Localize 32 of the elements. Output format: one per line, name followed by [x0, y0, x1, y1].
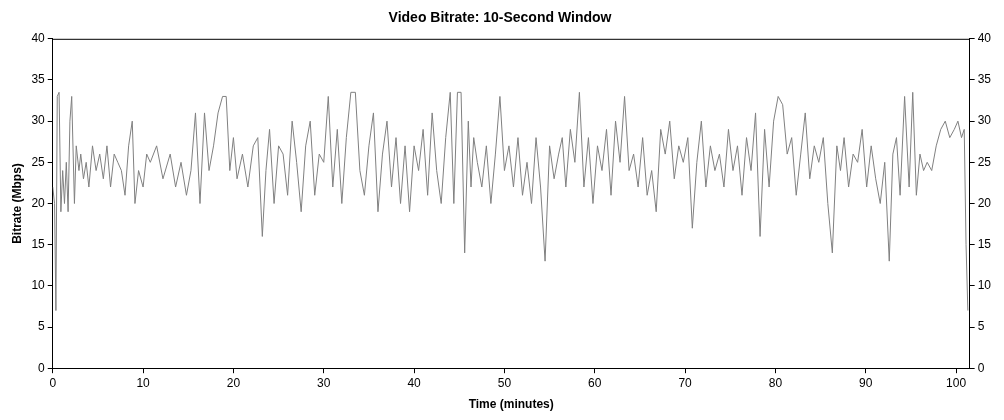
x-tick-label: 80 — [768, 375, 783, 390]
x-tick-label: 10 — [136, 375, 151, 390]
y2-tick-label: 40 — [977, 31, 992, 46]
y2-tick-label: 35 — [977, 72, 992, 87]
y2-tick-label: 25 — [977, 154, 992, 169]
y-tick-label: 40 — [31, 31, 46, 46]
x-axis-title: Time (minutes) — [468, 397, 554, 412]
x-tick-label: 70 — [678, 375, 693, 390]
y-tick-label: 15 — [31, 236, 46, 251]
y-tick-label: 20 — [31, 195, 46, 210]
y2-tick-label: 20 — [977, 195, 992, 210]
y2-tick-label: 15 — [977, 236, 992, 251]
y-tick-label: 0 — [38, 360, 46, 375]
y-tick-label: 5 — [38, 319, 46, 334]
y2-tick-label: 30 — [977, 113, 992, 128]
x-tick-label: 0 — [49, 375, 57, 390]
x-tick-label: 60 — [588, 375, 602, 390]
y2-tick-label: 0 — [977, 360, 985, 375]
y-axis-title: Bitrate (Mbps) — [9, 163, 24, 244]
y2-tick-label: 10 — [977, 278, 992, 293]
y-tick-label: 25 — [31, 154, 46, 169]
x-tick-label: 30 — [317, 375, 331, 390]
x-tick-label: 20 — [226, 375, 241, 390]
chart-title: Video Bitrate: 10-Second Window — [388, 9, 612, 26]
x-tick-label: 40 — [407, 375, 422, 390]
y-tick-label: 30 — [31, 113, 46, 128]
x-tick-label: 100 — [946, 375, 967, 390]
x-tick-label: 50 — [497, 375, 512, 390]
y-tick-label: 35 — [31, 72, 46, 87]
x-tick-label: 90 — [859, 375, 873, 390]
y-tick-label: 10 — [31, 278, 46, 293]
y2-tick-label: 5 — [977, 319, 985, 334]
